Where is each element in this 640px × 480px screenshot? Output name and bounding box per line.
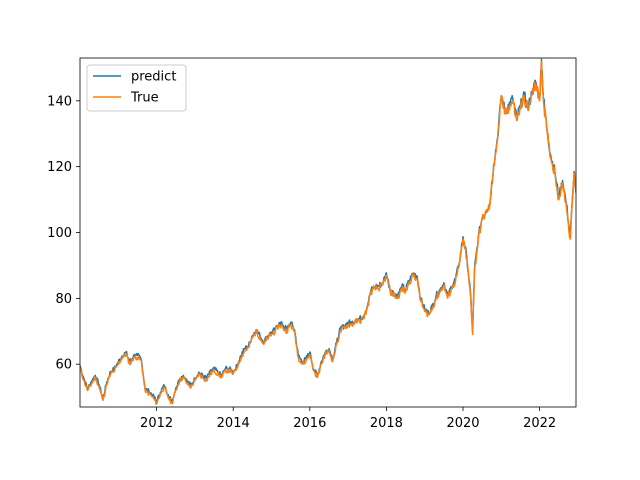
x-tick-label: 2014 [217, 416, 250, 431]
y-tick-label: 120 [47, 160, 72, 175]
y-tick-label: 80 [55, 292, 72, 307]
x-axis: 2012 2014 2016 2018 2020 2022 [140, 407, 556, 431]
y-tick-label: 100 [47, 226, 72, 241]
x-tick-label: 2018 [370, 416, 403, 431]
y-tick-label: 60 [55, 358, 72, 373]
x-tick-label: 2012 [140, 416, 173, 431]
legend: predict True [86, 64, 187, 112]
x-tick-label: 2022 [523, 416, 556, 431]
x-tick-label: 2020 [446, 416, 479, 431]
y-tick-label: 140 [47, 94, 72, 109]
legend-label-true: True [130, 91, 159, 106]
series-line-true [80, 60, 576, 406]
y-axis: 60 80 100 120 140 [47, 94, 80, 373]
series-group [80, 58, 576, 406]
plot-area [80, 58, 576, 407]
x-tick-label: 2016 [293, 416, 326, 431]
legend-label-predict: predict [131, 70, 176, 85]
